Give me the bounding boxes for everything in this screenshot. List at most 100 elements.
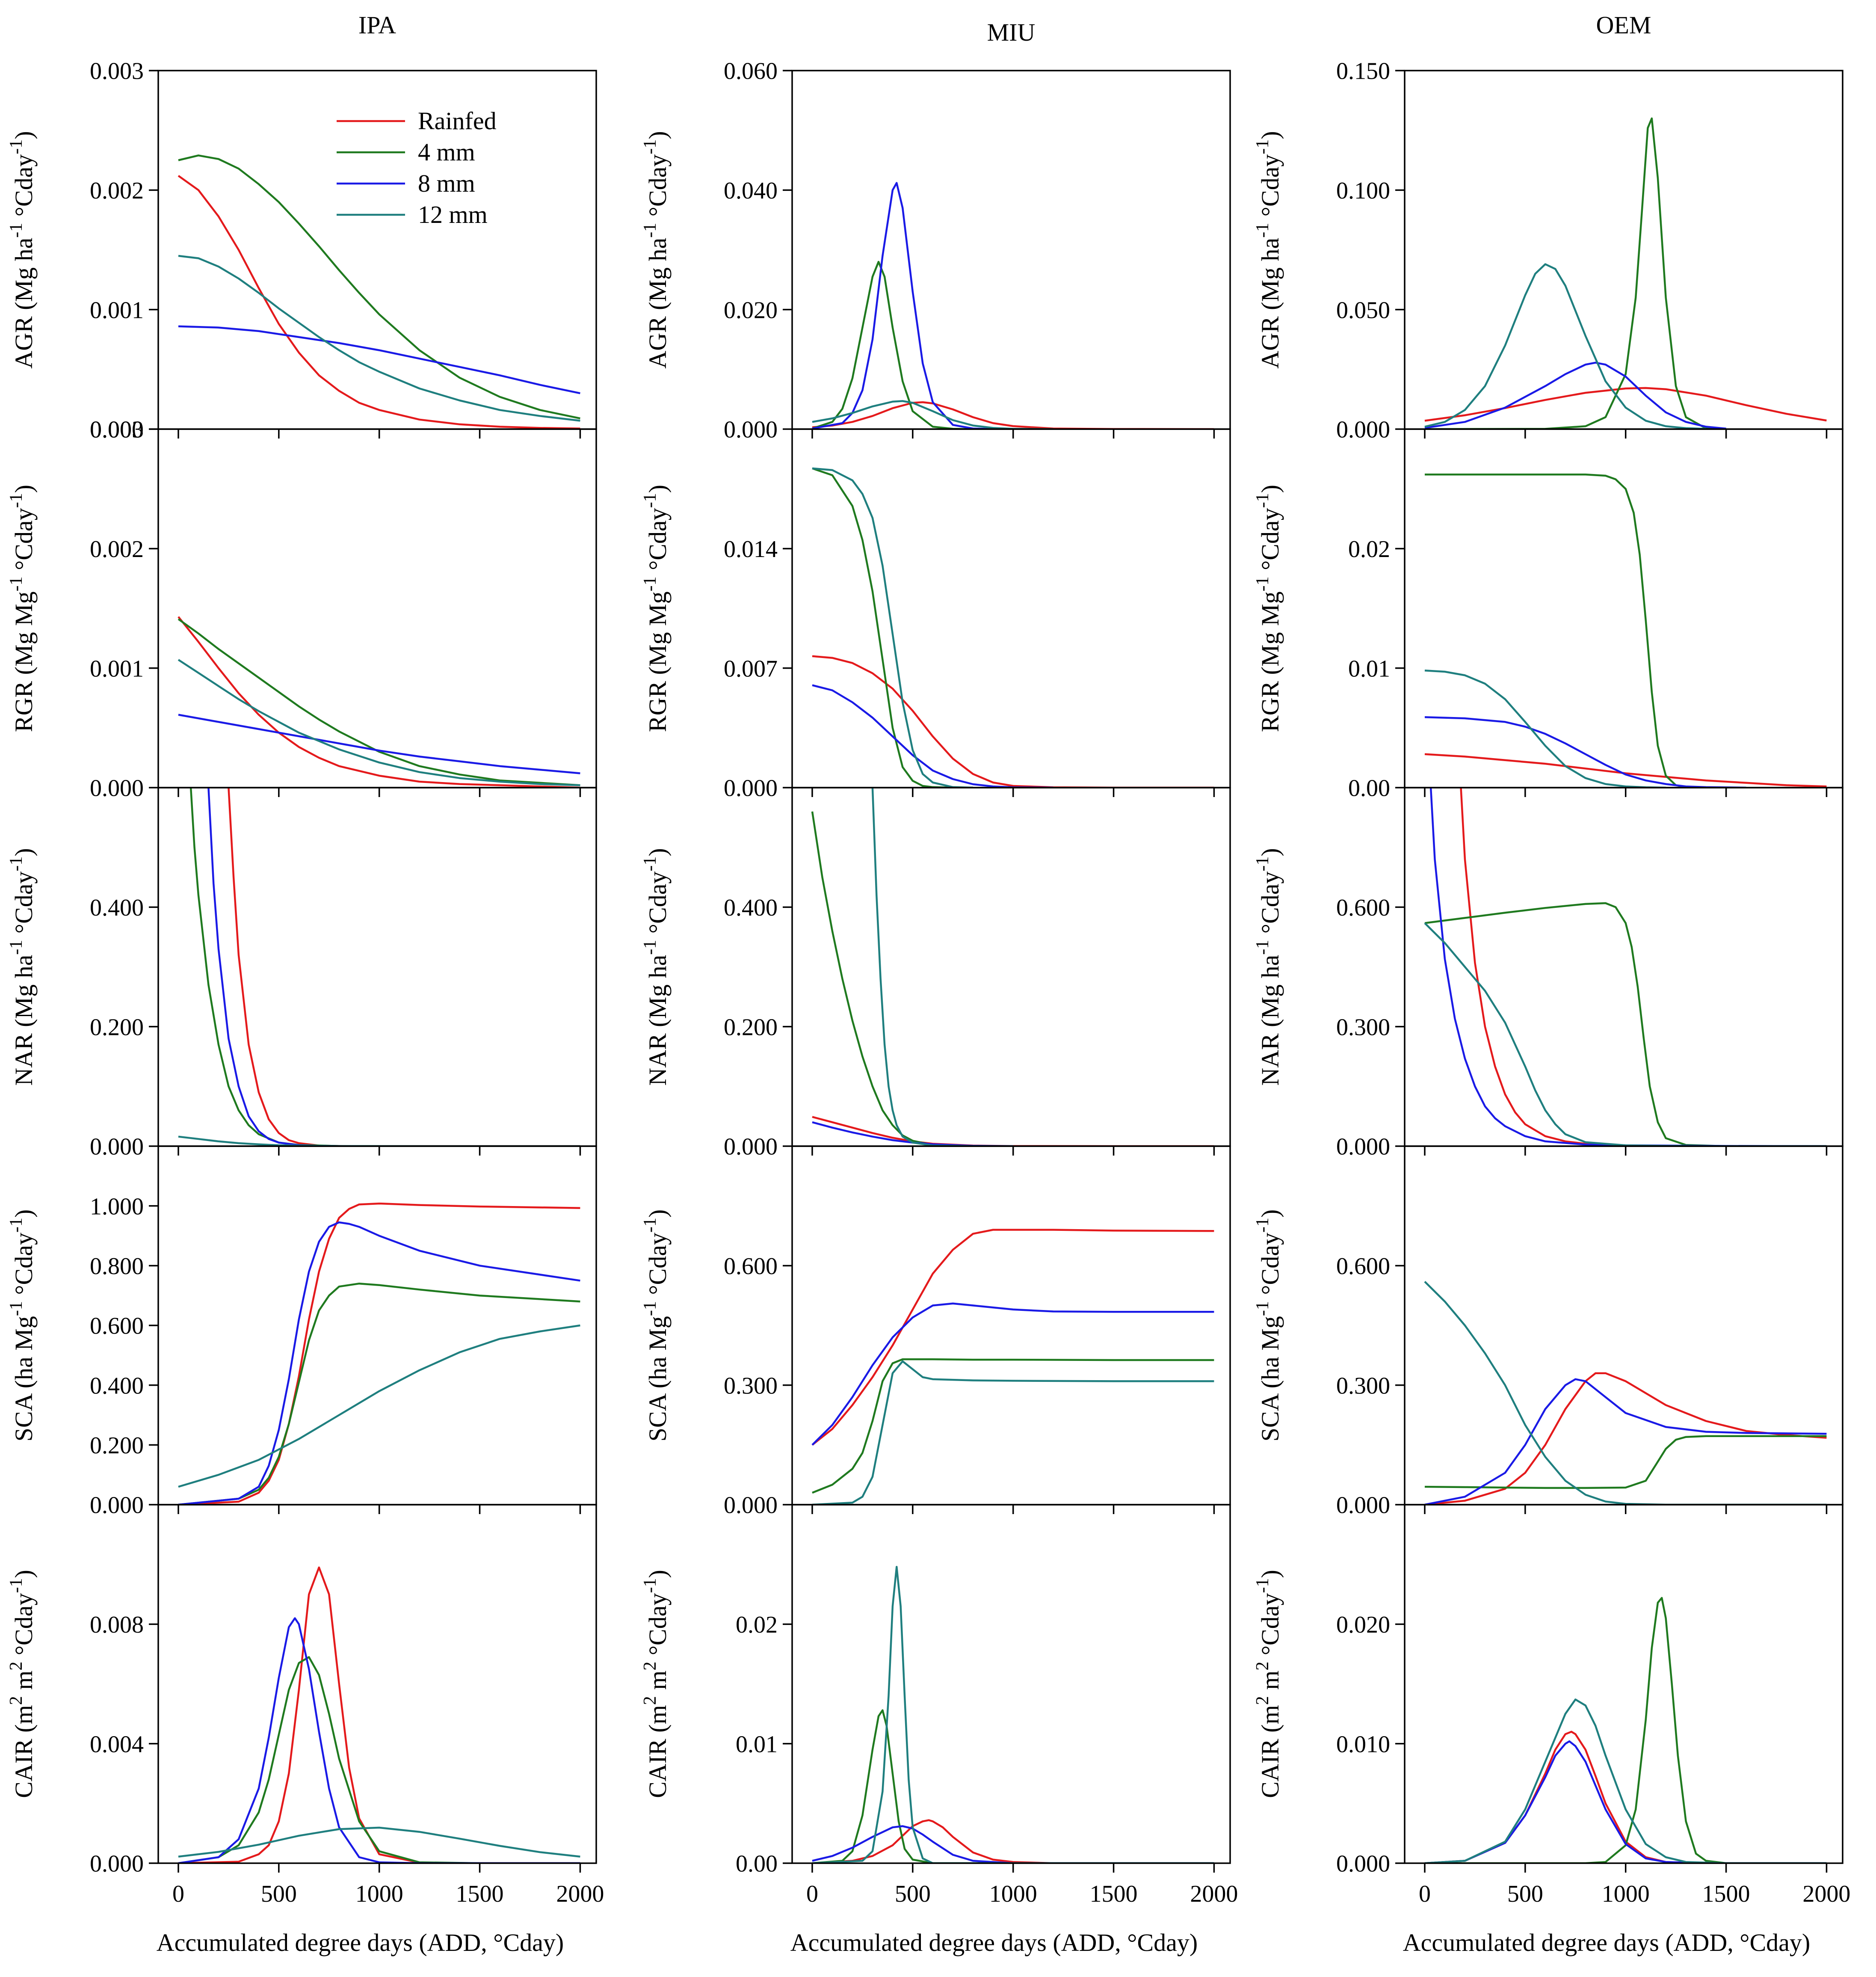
panel-ipa-agr: 0.000 0.001 0.002 0.003 AGR (Mg ha-1 °Cday-1… xyxy=(6,58,597,443)
y-tick-label: 0.800 xyxy=(90,1253,144,1280)
series-line-8-mm xyxy=(178,1617,580,1863)
column-title-oem: OEM xyxy=(1596,11,1651,39)
x-tick-label: 2000 xyxy=(556,1881,604,1907)
y-tick-label: 0.600 xyxy=(90,1313,144,1340)
series-line-4-mm xyxy=(189,788,379,1146)
series-line-4-mm xyxy=(812,1709,1214,1863)
plot-frame xyxy=(1404,787,1843,1147)
x-axis-label: Accumulated degree days (ADD, °Cday) xyxy=(1403,1929,1810,1956)
series-line-12-mm xyxy=(178,1135,580,1146)
series-line-8-mm xyxy=(812,684,1053,788)
legend-entry: 8 mm xyxy=(418,169,475,197)
plot-frame xyxy=(157,1145,597,1506)
y-tick-label: 0.300 xyxy=(724,1372,778,1399)
series-line-rainfed xyxy=(178,1202,580,1505)
plot-frame xyxy=(157,1504,597,1864)
series-line-rainfed xyxy=(812,1116,1214,1146)
plot-frame xyxy=(791,428,1231,788)
y-tick-label: 0.014 xyxy=(724,536,778,563)
legend-entry: 4 mm xyxy=(418,138,475,166)
y-tick-label: 0.000 xyxy=(724,775,778,802)
y-tick-label: 0.001 xyxy=(90,297,144,323)
panel-miu-cair: 0.00 0.01 0.02 0 500 1000 1500 2000 CAIR (m2 m2 … xyxy=(640,1504,1238,1956)
series-line-12-mm xyxy=(1424,670,1666,788)
y-tick-label: 0.200 xyxy=(90,1432,144,1459)
x-tick-label: 1500 xyxy=(456,1881,504,1907)
panel-miu-rgr: 0.000 0.007 0.014 RGR (Mg Mg-1 °Cday-1) xyxy=(640,428,1231,802)
y-tick-label: 0.000 xyxy=(90,417,144,443)
x-tick-label: 2000 xyxy=(1190,1881,1238,1907)
series-line-rainfed xyxy=(812,655,1214,788)
y-tick-label: 0.600 xyxy=(1336,1253,1390,1280)
y-tick-label: 0.200 xyxy=(724,1014,778,1040)
series-line-12-mm xyxy=(178,1324,580,1488)
x-tick-label: 0 xyxy=(1419,1881,1431,1907)
series-line-4-mm xyxy=(1425,1597,1827,1863)
y-tick-label: 0.003 xyxy=(90,58,144,85)
plot-frame xyxy=(157,428,597,788)
plot-frame xyxy=(1404,1145,1843,1506)
y-tick-label: 0.000 xyxy=(90,1492,144,1519)
plot-frame xyxy=(791,70,1231,430)
y-tick-label: 0.000 xyxy=(724,417,778,443)
plot-frame xyxy=(1404,1504,1843,1864)
series-line-4-mm xyxy=(811,811,973,1146)
x-tick-label: 1000 xyxy=(1602,1881,1650,1907)
series-line-rainfed xyxy=(1424,753,1827,788)
panel-ipa-sca: 0.000 0.200 0.400 0.600 0.800 1.000 SCA (ha Mg… xyxy=(6,1145,597,1519)
series-line-8-mm xyxy=(1424,362,1726,429)
y-axis-label: CAIR (m2 m2 °Cday-1) xyxy=(1253,1570,1284,1798)
y-tick-label: 0.400 xyxy=(90,1372,144,1399)
series-line-4-mm xyxy=(178,154,580,420)
series-line-rainfed xyxy=(178,1566,580,1863)
y-axis-label: SCA (ha Mg-1 °Cday-1) xyxy=(1253,1209,1284,1442)
series-line-4-mm xyxy=(812,1358,1214,1494)
y-tick-label: 0.00 xyxy=(1348,775,1390,802)
series-line-12-mm xyxy=(812,1360,1214,1505)
y-axis-label: AGR (Mg ha-1 °Cday-1) xyxy=(6,131,38,369)
y-tick-label: 0.010 xyxy=(1336,1731,1390,1758)
y-tick-label: 0.00 xyxy=(736,1851,778,1877)
y-tick-label: 0.000 xyxy=(90,1134,144,1160)
y-tick-label: 0.400 xyxy=(90,895,144,921)
y-tick-label: 0.300 xyxy=(1336,1372,1390,1399)
panel-miu-nar: 0.000 0.200 0.400 NAR (Mg ha-1 °Cday-1) xyxy=(640,787,1231,1160)
y-tick-label: 0.000 xyxy=(1336,1134,1390,1160)
series-line-4-mm xyxy=(1424,1435,1827,1489)
column-title-miu: MIU xyxy=(987,18,1036,46)
series-line-12-mm xyxy=(178,255,580,422)
y-tick-label: 0.000 xyxy=(724,1134,778,1160)
y-tick-label: 0.000 xyxy=(1336,1851,1390,1877)
series-line-8-mm xyxy=(1424,716,1746,788)
y-tick-label: 0.200 xyxy=(90,1014,144,1040)
x-tick-label: 1000 xyxy=(989,1881,1037,1907)
legend-entry: 12 mm xyxy=(418,201,488,228)
series-line-12-mm xyxy=(1424,922,1827,1146)
y-axis-label: CAIR (m2 m2 °Cday-1) xyxy=(6,1570,38,1798)
plot-frame xyxy=(791,787,1231,1147)
y-axis-label: SCA (ha Mg-1 °Cday-1) xyxy=(640,1209,672,1442)
x-tick-label: 500 xyxy=(895,1881,931,1907)
series-line-8-mm xyxy=(812,1825,1214,1863)
y-tick-label: 0.050 xyxy=(1336,297,1390,323)
x-tick-label: 500 xyxy=(261,1881,297,1907)
series-line-12-mm xyxy=(1424,263,1706,429)
y-tick-label: 0.600 xyxy=(1336,895,1390,921)
y-tick-label: 0.150 xyxy=(1336,58,1390,85)
plot-frame xyxy=(791,1504,1231,1864)
series-line-8-mm xyxy=(178,714,580,774)
y-axis-label: AGR (Mg ha-1 °Cday-1) xyxy=(1253,131,1284,369)
series-line-4-mm xyxy=(1424,117,1726,429)
x-tick-label: 500 xyxy=(1507,1881,1543,1907)
y-axis-label: NAR (Mg ha-1 °Cday-1) xyxy=(6,848,38,1086)
x-axis-label: Accumulated degree days (ADD, °Cday) xyxy=(790,1929,1198,1956)
plot-frame xyxy=(1404,428,1843,788)
y-tick-label: 0.600 xyxy=(724,1253,778,1280)
series-line-8-mm xyxy=(811,1302,1214,1446)
series-line-12-mm xyxy=(812,400,1053,429)
plot-frame xyxy=(791,1145,1231,1506)
panel-miu-sca: 0.000 0.300 0.600 SCA (ha Mg-1 °Cday-1) xyxy=(640,1145,1231,1519)
series-line-4-mm xyxy=(178,1282,580,1505)
